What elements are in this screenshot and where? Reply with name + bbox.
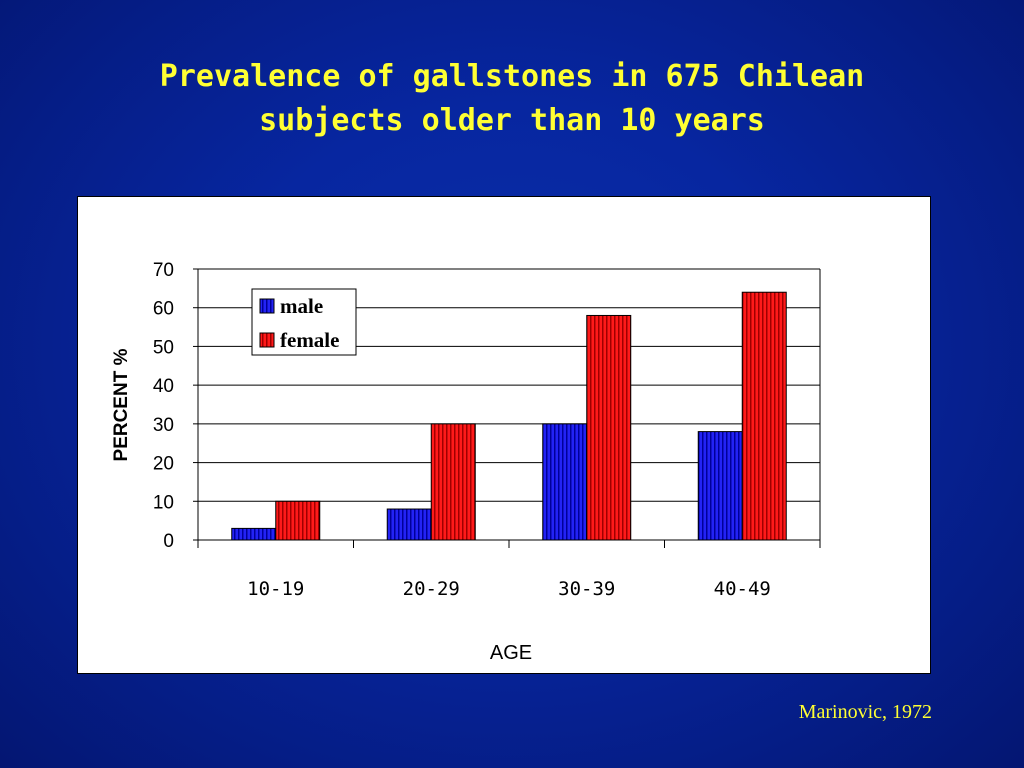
legend-label-female: female [280, 328, 339, 352]
bars [231, 291, 787, 541]
x-tick-label: 10-19 [247, 578, 304, 600]
bar-female [275, 500, 321, 541]
legend: male female [251, 288, 357, 356]
y-tick-label: 10 [153, 492, 174, 513]
y-tick-label: 30 [153, 415, 174, 436]
y-axis-title: PERCENT % [111, 348, 132, 461]
y-tick-label: 70 [153, 260, 174, 281]
y-tick-label: 40 [153, 376, 174, 397]
bar-female [430, 423, 476, 541]
citation: Marinovic, 1972 [798, 701, 932, 723]
chart-panel: 0 10 20 30 40 50 60 70 10-19 20-29 30-39 40-49 AGE PE… [77, 196, 931, 674]
slide-title-line-2: subjects older than 10 years [259, 103, 765, 138]
x-tick-label: 20-29 [403, 578, 460, 600]
legend-swatch-male [259, 298, 275, 314]
x-tick-label: 40-49 [714, 578, 771, 600]
x-tick-label: 30-39 [558, 578, 615, 600]
bar-male [231, 527, 277, 541]
y-tick-label: 60 [153, 299, 174, 320]
labels: 0 10 20 30 40 50 60 70 10-19 20-29 30-39 40-49 AGE PE… [111, 260, 771, 664]
bar-male [697, 431, 743, 541]
y-tick-label: 50 [153, 337, 174, 358]
bar-female [586, 314, 632, 541]
legend-label-male: male [280, 294, 323, 318]
y-tick-label: 20 [153, 454, 174, 475]
axes [193, 268, 821, 548]
bar-male [386, 508, 432, 541]
bar-female [741, 291, 787, 541]
legend-swatch-female [259, 332, 275, 348]
x-axis-title: AGE [490, 642, 532, 664]
y-tick-label: 0 [163, 531, 174, 552]
bar-chart: 0 10 20 30 40 50 60 70 10-19 20-29 30-39 40-49 AGE PE… [111, 260, 821, 664]
bar-male [542, 423, 588, 541]
slide-title: Prevalence of gallstones in 675 Chilean … [0, 55, 1024, 143]
slide-title-line-1: Prevalence of gallstones in 675 Chilean [159, 59, 865, 94]
